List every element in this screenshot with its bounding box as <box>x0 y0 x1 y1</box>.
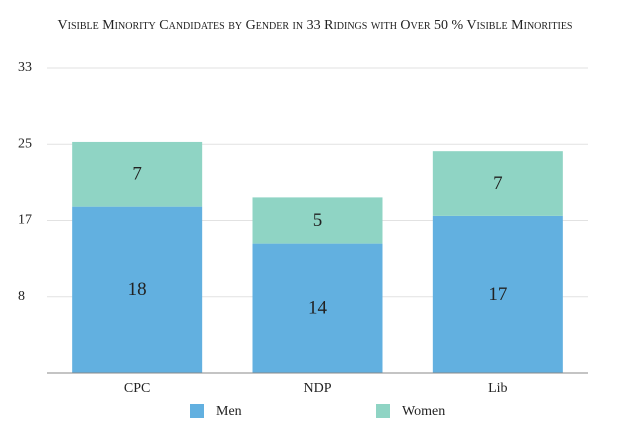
title-line: Visible Minority Candidates by Gender in… <box>58 18 573 33</box>
x-tick-label: Lib <box>488 381 507 396</box>
value-label: 14 <box>308 298 328 319</box>
x-tick-label: NDP <box>303 381 331 396</box>
y-tick-label: 25 <box>18 136 32 151</box>
value-label: 5 <box>313 210 323 231</box>
bar-segment <box>72 206 203 373</box>
legend-swatch <box>376 404 390 418</box>
chart-title: Visible Minority Candidates by Gender in… <box>58 18 573 33</box>
bar-segment <box>72 141 203 207</box>
legend-label: Men <box>216 404 242 419</box>
bar-segment <box>252 197 383 244</box>
y-tick-label: 17 <box>18 213 32 228</box>
bar-segment <box>432 215 563 373</box>
x-tick-label: CPC <box>124 381 150 396</box>
value-label: 18 <box>128 279 147 300</box>
bar-segment <box>252 243 383 373</box>
y-tick-label: 33 <box>18 60 32 75</box>
y-tick-label: 8 <box>18 289 25 304</box>
value-label: 7 <box>132 164 142 185</box>
legend-swatch <box>190 404 204 418</box>
value-label: 7 <box>493 173 503 194</box>
legend-label: Women <box>402 404 445 419</box>
value-label: 17 <box>488 284 507 305</box>
bar-segment <box>432 151 563 216</box>
